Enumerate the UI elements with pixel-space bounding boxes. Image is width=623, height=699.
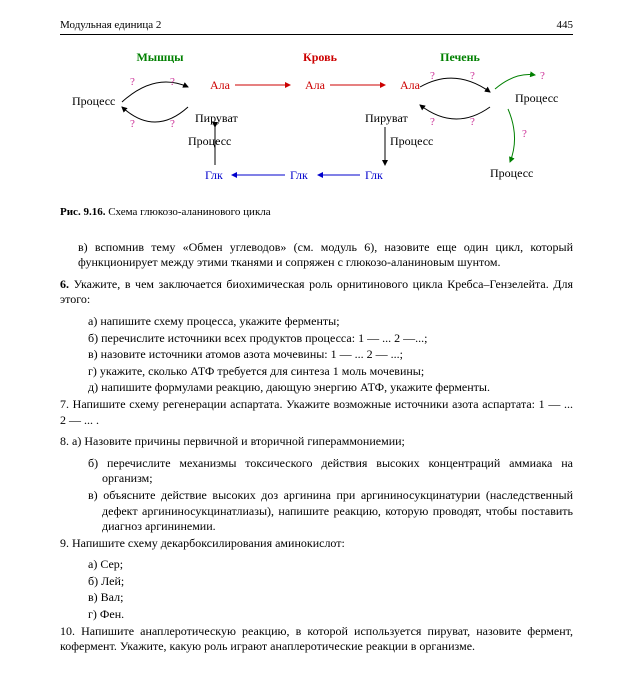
q10: 10. Напишите анаплеротическую реакцию, в…	[60, 624, 573, 655]
page: Модульная единица 2 445 Мышцы Кров	[0, 0, 623, 699]
pyr-liver: Пируват	[365, 111, 408, 125]
col-muscle: Мышцы	[136, 50, 184, 64]
ala-liver: Ала	[400, 78, 421, 92]
diagram-svg: Мышцы Кровь Печень Процесс ? ? ? ? Ала А…	[60, 47, 570, 197]
q9-lead: 9. Напишите схему декарбоксилирования ам…	[60, 536, 573, 552]
ala-muscle: Ала	[210, 78, 231, 92]
q-m2: ?	[170, 76, 175, 88]
q9-c: в) Вал;	[88, 590, 573, 606]
q-l3: ?	[430, 116, 435, 128]
header-left: Модульная единица 2	[60, 18, 161, 32]
q6-d: г) укажите, сколько АТФ требуется для си…	[88, 364, 573, 380]
q8-b: б) перечислите механизмы токсического де…	[88, 456, 573, 487]
glk-muscle: Глк	[205, 168, 223, 182]
caption-bold: Рис. 9.16.	[60, 206, 105, 218]
q8-lead: 8. а) Назовите причины первичной и втори…	[60, 434, 573, 450]
q9-list: а) Сер; б) Лей; в) Вал; г) Фен.	[60, 557, 573, 622]
process-right2: Процесс	[490, 166, 533, 180]
q6-c: в) назовите источники атомов азота мочев…	[88, 347, 573, 363]
pyr-muscle: Пируват	[195, 111, 238, 125]
q9-a: а) Сер;	[88, 557, 573, 573]
q6-b: б) перечислите источники всех продуктов …	[88, 331, 573, 347]
q8-list: б) перечислите механизмы токсического де…	[60, 456, 573, 535]
q8-c: в) объясните действие высоких доз аргини…	[88, 488, 573, 535]
caption-text: Схема глюкозо-аланинового цикла	[105, 206, 270, 218]
q-m3: ?	[130, 118, 135, 130]
q9-b: б) Лей;	[88, 574, 573, 590]
q-r1: ?	[540, 70, 545, 82]
q-l4: ?	[470, 116, 475, 128]
q6-list: а) напишите схему процесса, укажите ферм…	[60, 314, 573, 396]
page-number: 445	[557, 18, 574, 32]
process-right1: Процесс	[515, 91, 558, 105]
col-liver: Печень	[440, 50, 480, 64]
glk-liver: Глк	[365, 168, 383, 182]
q9-d: г) Фен.	[88, 607, 573, 623]
q-l2: ?	[470, 70, 475, 82]
figure-caption: Рис. 9.16. Схема глюкозо-аланинового цик…	[60, 205, 573, 219]
line-v: в) вспомнив тему «Обмен углеводов» (см. …	[60, 240, 573, 271]
glk-blood: Глк	[290, 168, 308, 182]
cycle-diagram: Мышцы Кровь Печень Процесс ? ? ? ? Ала А…	[60, 47, 573, 197]
q-m4: ?	[170, 118, 175, 130]
q-m1: ?	[130, 76, 135, 88]
process-left: Процесс	[72, 94, 115, 108]
process-liver2: Процесс	[390, 134, 433, 148]
col-blood: Кровь	[303, 50, 338, 64]
q6-a: а) напишите схему процесса, укажите ферм…	[88, 314, 573, 330]
q6-lead: 6. Укажите, в чем заключается биохимичес…	[60, 277, 573, 308]
q7: 7. Напишите схему регенерации аспартата.…	[60, 397, 573, 428]
ala-blood: Ала	[305, 78, 326, 92]
q-l1: ?	[430, 70, 435, 82]
q6-lead-text: Укажите, в чем заключается биохимическая…	[60, 277, 573, 307]
process-muscle2: Процесс	[188, 134, 231, 148]
q6-e: д) напишите формулами реакцию, дающую эн…	[88, 380, 573, 396]
page-header: Модульная единица 2 445	[60, 18, 573, 35]
q-r2: ?	[522, 128, 527, 140]
